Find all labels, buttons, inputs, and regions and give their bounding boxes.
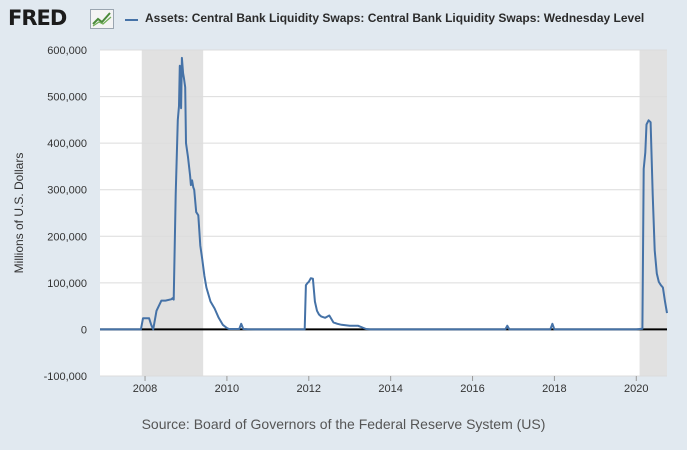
- y-axis-ticks: -100,000 0 100,000 200,000 300,000 400,000 500…: [44, 45, 87, 383]
- recession-band: [141, 50, 204, 376]
- x-axis-ticks: 2008 2010 2012 2014 2016 2018 2020: [133, 376, 649, 395]
- series-line: [100, 56, 668, 331]
- chart-header: FRED Assets: Central Bank Liquidity Swap…: [0, 0, 687, 40]
- legend-label: Assets: Central Bank Liquidity Swaps: Ce…: [145, 11, 645, 25]
- y-tick-label: 100,000: [47, 278, 87, 290]
- x-tick-label: 2010: [215, 383, 239, 395]
- x-tick-label: 2008: [133, 383, 157, 395]
- y-tick-label: 400,000: [47, 138, 87, 150]
- x-tick-label: 2016: [460, 383, 484, 395]
- legend-swatch: [125, 19, 138, 21]
- series-layer: [100, 56, 668, 331]
- y-tick-label: -100,000: [44, 371, 87, 383]
- y-tick-label: 300,000: [47, 185, 87, 197]
- line-chart-icon: [90, 9, 114, 29]
- x-tick-label: 2014: [378, 383, 402, 395]
- fred-logo[interactable]: FRED: [8, 6, 67, 30]
- y-tick-label: 0: [81, 324, 87, 336]
- y-tick-label: 500,000: [47, 92, 87, 104]
- y-tick-label: 200,000: [47, 231, 87, 243]
- x-tick-label: 2018: [542, 383, 566, 395]
- source-note[interactable]: Source: Board of Governors of the Federa…: [141, 416, 546, 432]
- y-tick-label: 600,000: [47, 45, 87, 57]
- x-tick-label: 2012: [297, 383, 321, 395]
- y-axis-label: Millions of U.S. Dollars: [12, 153, 26, 274]
- x-tick-label: 2020: [624, 383, 648, 395]
